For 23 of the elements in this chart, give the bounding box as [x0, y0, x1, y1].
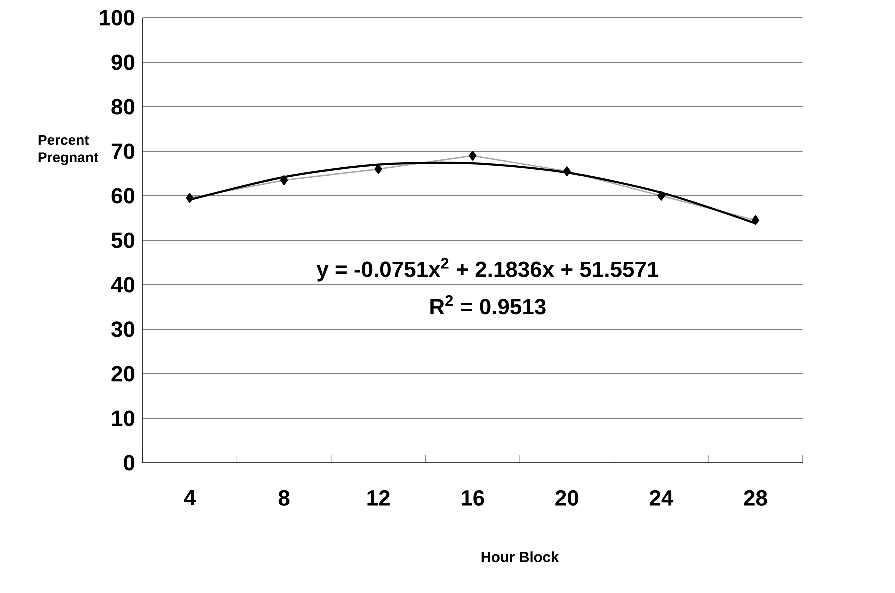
x-axis-title: Hour Block — [482, 552, 560, 562]
annotation: y = -0.0751x$^{2}$ + 2.1836x + 51.5571 — [316, 258, 659, 282]
x-tick-label: 4 — [184, 490, 196, 506]
y-axis-title: Percent Pregnant — [38, 135, 98, 166]
y-tick-label: 70 — [112, 144, 135, 160]
x-tick-label: 24 — [650, 490, 674, 506]
x-tick-label: 8 — [278, 490, 290, 506]
y-tick-label: 40 — [111, 277, 135, 293]
x-tick-label: 28 — [744, 490, 768, 506]
x-tick-label: 16 — [462, 490, 484, 506]
point — [563, 166, 572, 176]
y-tick-label: 10 — [112, 410, 135, 426]
x-tick-label: 12 — [368, 490, 390, 506]
y-tick-label: 50 — [112, 232, 135, 248]
annotation: R$^{2}$ = 0.9513 — [430, 295, 546, 315]
y-tick-label: 60 — [112, 188, 135, 204]
y-tick-label: 100 — [100, 10, 135, 26]
y-tick-label: 0 — [124, 455, 135, 471]
y-tick-label: 90 — [112, 54, 135, 70]
x-tick-label: 20 — [556, 490, 578, 506]
y-tick-label: 30 — [112, 322, 135, 338]
y-tick-label: 80 — [112, 99, 135, 115]
y-tick-label: 20 — [112, 366, 135, 382]
